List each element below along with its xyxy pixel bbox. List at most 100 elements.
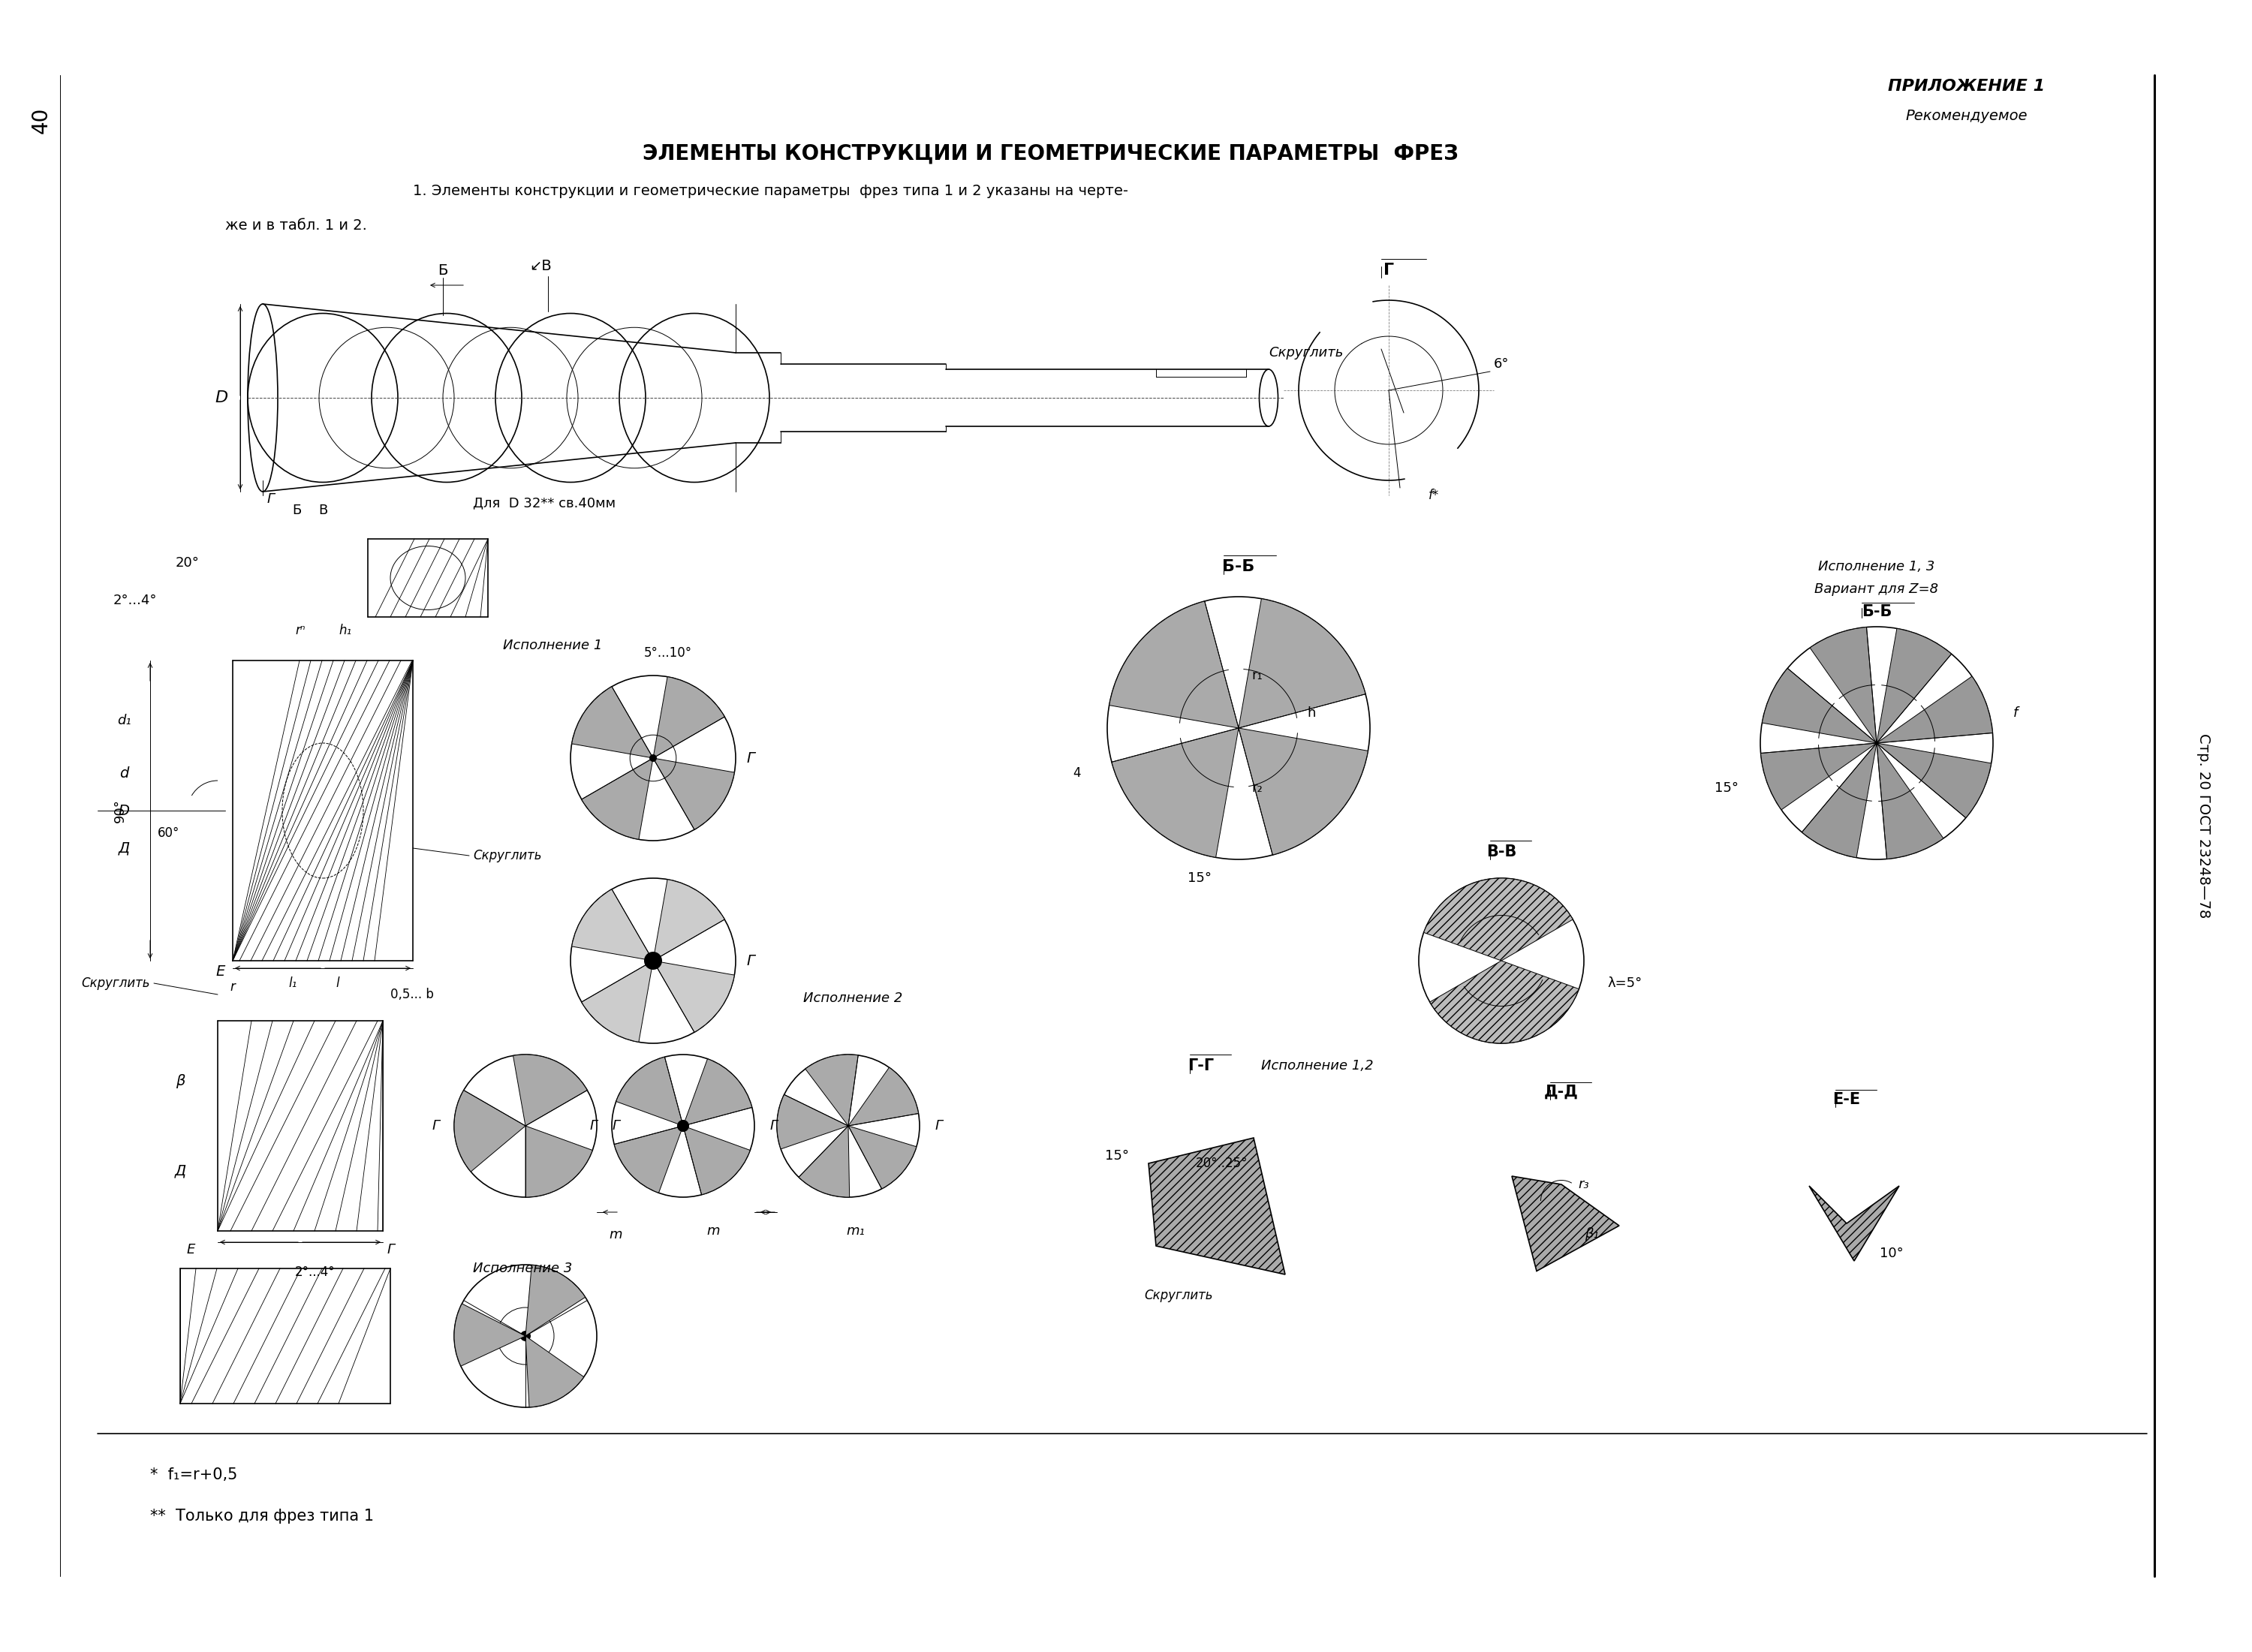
Text: Д-Д: Д-Д — [1545, 1085, 1579, 1100]
Text: Д: Д — [173, 1163, 187, 1178]
Wedge shape — [1761, 743, 1876, 809]
Text: Б: Б — [437, 263, 448, 278]
Text: **  Только для фрез типа 1: ** Только для фрез типа 1 — [151, 1508, 374, 1523]
Text: Г: Г — [748, 752, 754, 765]
Text: 10°: 10° — [1880, 1247, 1903, 1260]
Wedge shape — [849, 1127, 917, 1189]
Text: 15°: 15° — [1187, 871, 1212, 885]
Text: r: r — [230, 980, 234, 995]
Text: E: E — [187, 1242, 196, 1257]
Text: h: h — [1308, 707, 1315, 720]
Wedge shape — [1239, 598, 1365, 729]
Text: l: l — [336, 976, 340, 990]
Wedge shape — [525, 1265, 586, 1336]
Text: r₁: r₁ — [1252, 669, 1263, 682]
Wedge shape — [1876, 743, 1943, 859]
Text: r₃: r₃ — [1579, 1178, 1590, 1191]
Wedge shape — [455, 1090, 525, 1171]
Wedge shape — [617, 1057, 682, 1127]
Wedge shape — [1802, 743, 1876, 857]
Text: r₂: r₂ — [1252, 781, 1263, 795]
Wedge shape — [1423, 879, 1572, 961]
Text: m₁: m₁ — [847, 1224, 865, 1237]
Text: 6°: 6° — [1493, 357, 1509, 370]
Text: ↙В: ↙В — [529, 259, 552, 274]
Wedge shape — [513, 1054, 588, 1127]
Circle shape — [644, 952, 662, 970]
Circle shape — [649, 755, 658, 762]
Text: β: β — [176, 1074, 185, 1089]
Text: 90°: 90° — [113, 798, 126, 823]
Text: Скруглить: Скруглить — [81, 976, 151, 990]
Text: f: f — [2013, 707, 2018, 720]
Polygon shape — [1808, 1186, 1898, 1260]
Text: Б-Б: Б-Б — [1223, 558, 1254, 575]
Wedge shape — [1239, 729, 1367, 856]
Text: Рекомендуемое: Рекомендуемое — [1905, 109, 2027, 124]
Polygon shape — [1511, 1176, 1619, 1270]
Wedge shape — [1761, 669, 1876, 743]
Text: Г: Г — [613, 1118, 619, 1133]
Text: l₁: l₁ — [288, 976, 297, 990]
Text: Исполнение 3: Исполнение 3 — [473, 1262, 572, 1275]
Text: Г: Г — [770, 1118, 777, 1133]
Text: 2°...4°: 2°...4° — [113, 593, 158, 608]
Text: Г-Г: Г-Г — [1187, 1059, 1214, 1074]
Wedge shape — [1110, 601, 1239, 729]
Wedge shape — [525, 1336, 583, 1408]
Text: m: m — [608, 1227, 622, 1241]
Wedge shape — [581, 961, 653, 1042]
Text: Исполнение 2: Исполнение 2 — [804, 991, 903, 1004]
Circle shape — [678, 1120, 689, 1132]
Wedge shape — [653, 758, 734, 829]
Text: 60°: 60° — [158, 826, 180, 839]
Text: В: В — [318, 504, 327, 517]
Text: ЭЛЕМЕНТЫ КОНСТРУКЦИИ И ГЕОМЕТРИЧЕСКИЕ ПАРАМЕТРЫ  ФРЕЗ: ЭЛЕМЕНТЫ КОНСТРУКЦИИ И ГЕОМЕТРИЧЕСКИЕ ПА… — [644, 144, 1459, 165]
Circle shape — [520, 1332, 531, 1341]
Text: Для  D 32** св.40мм: Для D 32** св.40мм — [473, 496, 615, 509]
Wedge shape — [653, 961, 734, 1032]
Text: Стр. 20 ГОСТ 23248—78: Стр. 20 ГОСТ 23248—78 — [2196, 733, 2209, 919]
Wedge shape — [777, 1095, 849, 1150]
Wedge shape — [455, 1303, 525, 1366]
Text: 4: 4 — [1074, 767, 1081, 780]
Text: *  f₁=r+0,5: * f₁=r+0,5 — [151, 1467, 236, 1482]
Wedge shape — [1876, 628, 1952, 743]
Text: Г: Г — [748, 953, 754, 968]
Text: Г: Г — [387, 1242, 394, 1257]
Text: Исполнение 1: Исполнение 1 — [502, 639, 601, 653]
Wedge shape — [1876, 676, 1993, 743]
Text: D: D — [214, 390, 227, 405]
Text: m: m — [707, 1224, 721, 1237]
Text: 20°..25°: 20°..25° — [1196, 1156, 1248, 1170]
Text: 2°...4°: 2°...4° — [295, 1265, 336, 1279]
Text: В-В: В-В — [1486, 844, 1516, 859]
Text: h₁: h₁ — [338, 624, 351, 638]
Wedge shape — [682, 1127, 750, 1194]
Text: Б-Б: Б-Б — [1862, 605, 1892, 620]
Wedge shape — [849, 1067, 919, 1127]
Text: d₁: d₁ — [117, 714, 131, 727]
Text: Б: Б — [293, 504, 302, 517]
Wedge shape — [799, 1127, 849, 1198]
Wedge shape — [1430, 961, 1579, 1044]
Text: 0,5... b: 0,5... b — [390, 988, 435, 1001]
Text: 1. Элементы конструкции и геометрические параметры  фрез типа 1 и 2 указаны на ч: 1. Элементы конструкции и геометрические… — [412, 185, 1128, 198]
Text: Г: Г — [935, 1118, 941, 1133]
Text: Г: Г — [590, 1118, 597, 1133]
Text: 20°: 20° — [176, 557, 200, 570]
Polygon shape — [1149, 1138, 1286, 1274]
Text: Г: Г — [266, 492, 275, 506]
Wedge shape — [653, 879, 725, 961]
Text: Е-Е: Е-Е — [1833, 1092, 1860, 1107]
Wedge shape — [525, 1127, 592, 1198]
Text: 15°: 15° — [1714, 781, 1739, 795]
Text: d: d — [119, 767, 128, 780]
Text: f*: f* — [1428, 489, 1439, 502]
Text: Скруглить: Скруглить — [1268, 345, 1342, 360]
Text: rⁿ: rⁿ — [295, 624, 306, 638]
Text: Скруглить: Скруглить — [1144, 1289, 1214, 1302]
Text: Вариант для Z=8: Вариант для Z=8 — [1815, 583, 1939, 596]
Text: D: D — [117, 803, 128, 818]
Text: Скруглить: Скруглить — [473, 849, 540, 862]
